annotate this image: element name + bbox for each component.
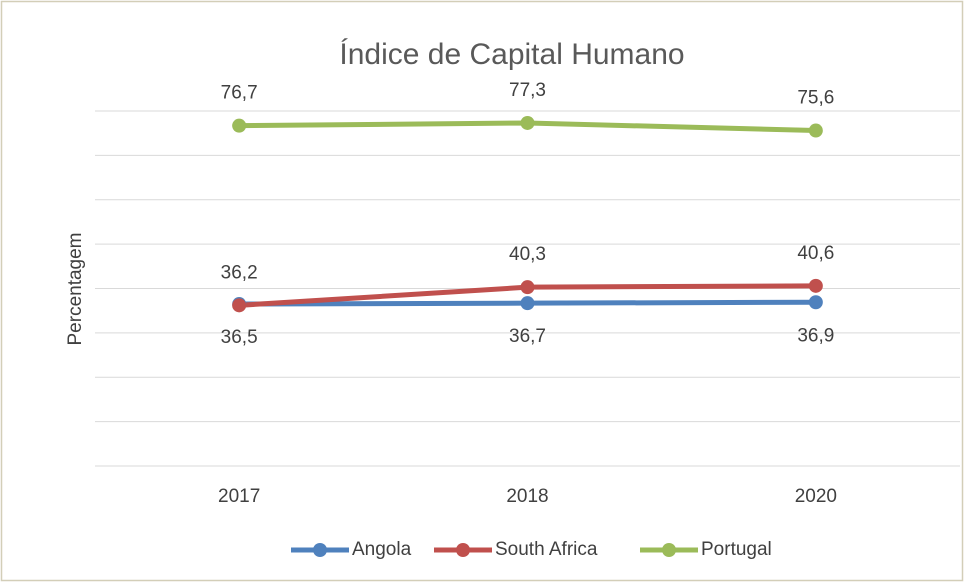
data-label: 75,6 bbox=[797, 88, 834, 109]
legend-marker bbox=[456, 543, 470, 557]
data-point bbox=[808, 295, 823, 310]
legend-label: Angola bbox=[352, 539, 412, 560]
x-tick-label: 2018 bbox=[506, 486, 548, 507]
data-label: 36,7 bbox=[509, 326, 546, 347]
legend-marker bbox=[313, 543, 327, 557]
chart-title: Índice de Capital Humano bbox=[339, 38, 684, 71]
data-point bbox=[520, 280, 535, 295]
data-point bbox=[808, 123, 823, 138]
legend-label: South Africa bbox=[495, 539, 598, 560]
data-label: 36,5 bbox=[221, 327, 258, 348]
y-axis-label: Percentagem bbox=[65, 232, 86, 345]
data-point bbox=[520, 115, 535, 130]
data-point bbox=[232, 298, 247, 313]
data-point bbox=[520, 296, 535, 311]
data-label: 77,3 bbox=[509, 80, 546, 101]
x-tick-label: 2020 bbox=[795, 486, 837, 507]
data-label: 36,2 bbox=[221, 262, 258, 283]
data-point bbox=[232, 118, 247, 133]
data-label: 76,7 bbox=[221, 83, 258, 104]
x-tick-label: 2017 bbox=[218, 486, 260, 507]
data-label: 36,9 bbox=[797, 325, 834, 346]
data-point bbox=[808, 278, 823, 293]
legend-marker bbox=[662, 543, 676, 557]
data-label: 40,3 bbox=[509, 244, 546, 265]
data-label: 40,6 bbox=[797, 243, 834, 264]
legend-label: Portugal bbox=[701, 539, 772, 560]
